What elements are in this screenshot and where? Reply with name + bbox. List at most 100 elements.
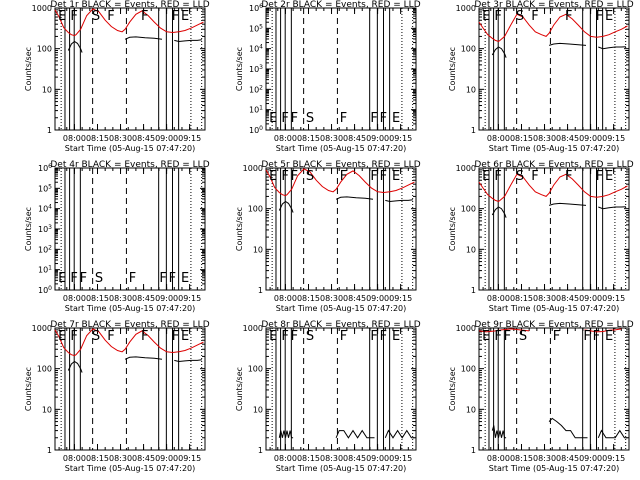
panel-7: Det 7r BLACK = Events, RED = LLD 1 10 100 10… [24,320,210,473]
y-tick-label: 101 [249,105,263,115]
y-tick-label: 100 [461,365,476,374]
event-letter: S [92,329,100,344]
y-axis-label: Counts/sec [235,207,244,251]
events-series-line [278,200,294,213]
y-tick-label: 100 [461,205,476,214]
event-letter: E [605,9,613,24]
event-letter: E [181,329,189,344]
event-letter: E [482,9,490,24]
event-letter: F [596,169,603,184]
y-tick-label: 100 [248,365,263,374]
x-tick-label: 08:45 [132,134,155,143]
lld-series-line [478,173,628,203]
event-letter: E [605,329,613,344]
event-letter: S [519,329,527,344]
event-letter: F [370,111,377,126]
x-tick-label: 08:15 [86,294,109,303]
plot-frame [265,327,417,451]
event-letter: F [380,329,387,344]
event-letter: F [494,9,501,24]
y-tick-label: 104 [249,44,263,54]
x-tick-label: 08:15 [297,454,320,463]
panel-title: Det 6r BLACK = Events, RED = LLD [474,160,633,170]
plot-frame [54,7,206,131]
events-series-line [548,202,587,206]
x-tick-label: 08:30 [320,454,343,463]
panel-title: Det 1r BLACK = Events, RED = LLD [50,0,209,10]
x-axis-label: Start Time (05-Aug-15 07:47:20) [489,464,620,473]
lld-series-line [265,168,415,197]
lld-series-line [54,8,204,37]
x-tick-label: 08:30 [533,294,556,303]
x-tick-label: 09:15 [602,134,625,143]
event-letter: F [169,271,176,286]
x-tick-label: 09:15 [178,134,201,143]
panel-title: Det 9r BLACK = Events, RED = LLD [474,320,633,330]
event-letter: F [531,9,538,24]
y-axis-label: Counts/sec [235,47,244,91]
y-tick-label: 1000 [32,324,52,333]
event-letter: F [494,169,501,184]
y-axis-label: Counts/sec [448,47,457,91]
panel-title: Det 4r BLACK = Events, RED = LLD [50,160,209,170]
panel-9: Det 9r BLACK = Events, RED = LLD 1 10 100 10… [448,320,634,473]
y-tick-label: 1000 [456,4,476,13]
event-letter: S [306,329,314,344]
x-tick-label: 08:00 [274,454,297,463]
y-tick-label: 10 [466,85,476,94]
event-letter: E [482,169,490,184]
y-tick-label: 100 [461,45,476,54]
event-letter: F [340,169,347,184]
y-tick-label: 10 [42,405,52,414]
event-letter: F [70,9,77,24]
y-tick-label: 103 [249,64,263,74]
x-tick-label: 08:45 [556,454,579,463]
x-tick-label: 08:15 [86,454,109,463]
panel-title: Det 2r BLACK = Events, RED = LLD [261,0,420,10]
event-letter: E [58,271,66,286]
x-tick-label: 08:00 [487,454,510,463]
x-tick-label: 08:15 [510,454,533,463]
y-tick-label: 1 [47,446,52,455]
x-tick-label: 08:00 [63,454,86,463]
x-tick-label: 08:30 [533,454,556,463]
x-tick-label: 09:00 [579,134,602,143]
panel-5: Det 5r BLACK = Events, RED = LLD 1 10 100 10… [235,160,421,313]
y-tick-label: 100 [249,125,263,135]
y-axis-label: Counts/sec [24,207,33,251]
x-tick-label: 09:15 [389,454,412,463]
event-letter: F [593,329,600,344]
y-tick-label: 105 [249,23,263,33]
x-tick-label: 09:00 [155,134,178,143]
lld-series-line [54,328,204,357]
panel-title: Det 7r BLACK = Events, RED = LLD [50,320,209,330]
event-letter: E [605,169,613,184]
x-axis-label: Start Time (05-Aug-15 07:47:20) [65,144,196,153]
lld-series-line [584,328,622,333]
x-axis-label: Start Time (05-Aug-15 07:47:20) [489,144,620,153]
event-letter: F [531,169,538,184]
events-series-line [124,36,163,40]
event-letter: F [553,329,560,344]
x-tick-label: 08:15 [510,134,533,143]
x-tick-label: 08:45 [132,294,155,303]
x-tick-label: 08:45 [132,454,155,463]
y-tick-label: 102 [38,244,52,254]
x-tick-label: 09:00 [366,294,389,303]
y-axis-label: Counts/sec [235,367,244,411]
event-letter: F [340,329,347,344]
y-tick-label: 100 [37,45,52,54]
event-letter: F [107,329,114,344]
y-tick-label: 101 [38,265,52,275]
plot-frame [478,7,630,131]
panel-title: Det 8r BLACK = Events, RED = LLD [261,320,420,330]
y-tick-label: 1 [258,446,263,455]
panel-title: Det 5r BLACK = Events, RED = LLD [261,160,420,170]
events-series-line [174,359,202,363]
event-letter: F [70,329,77,344]
x-tick-label: 08:15 [297,294,320,303]
x-tick-label: 08:00 [487,294,510,303]
x-axis-label: Start Time (05-Aug-15 07:47:20) [276,144,407,153]
y-tick-label: 104 [38,204,52,214]
x-tick-label: 08:00 [274,294,297,303]
